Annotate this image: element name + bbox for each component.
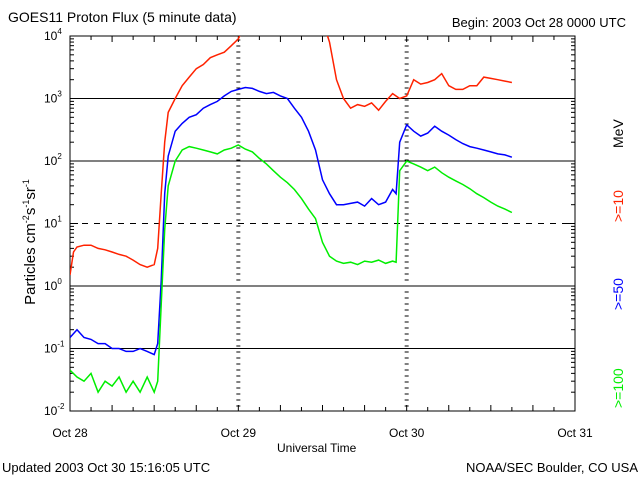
updated-timestamp: Updated 2003 Oct 30 15:16:05 UTC bbox=[2, 460, 211, 475]
y-tick-label: 101 bbox=[44, 215, 62, 231]
y-tick-label: 100 bbox=[44, 277, 62, 293]
legend-series-10mev: >=10 bbox=[610, 190, 626, 222]
credit-text: NOAA/SEC Boulder, CO USA bbox=[466, 460, 638, 475]
series-10mev-line bbox=[70, 36, 241, 276]
legend-series-100mev: >=100 bbox=[610, 368, 626, 408]
x-tick-label: Oct 29 bbox=[221, 426, 257, 440]
gridlines bbox=[70, 98, 575, 349]
chart-title: GOES11 Proton Flux (5 minute data) bbox=[8, 9, 237, 25]
begin-time: Begin: 2003 Oct 28 0000 UTC bbox=[451, 15, 626, 30]
y-tick-label: 102 bbox=[44, 152, 62, 168]
series-100mev-line bbox=[70, 144, 513, 395]
series-10mev-line-segment-2 bbox=[326, 36, 513, 112]
y-axis-ticks: 10-2 10-1 100 101 102 103 104 bbox=[44, 27, 575, 418]
x-tick-label: Oct 31 bbox=[557, 426, 593, 440]
x-tick-label: Oct 30 bbox=[389, 426, 425, 440]
legend-unit: MeV bbox=[610, 119, 626, 148]
y-tick-label: 10-1 bbox=[44, 340, 65, 356]
series-layer bbox=[70, 36, 513, 395]
legend-series-50mev: >=50 bbox=[610, 278, 626, 310]
series-50mev-line bbox=[70, 86, 513, 356]
x-axis-label: Universal Time bbox=[277, 441, 357, 455]
y-tick-label: 103 bbox=[44, 90, 62, 106]
x-tick-label: Oct 28 bbox=[52, 426, 88, 440]
x-axis-ticks: Oct 28 Oct 29 Oct 30 Oct 31 bbox=[52, 36, 593, 440]
y-tick-label: 10-2 bbox=[44, 402, 65, 418]
y-tick-label: 104 bbox=[44, 27, 62, 43]
